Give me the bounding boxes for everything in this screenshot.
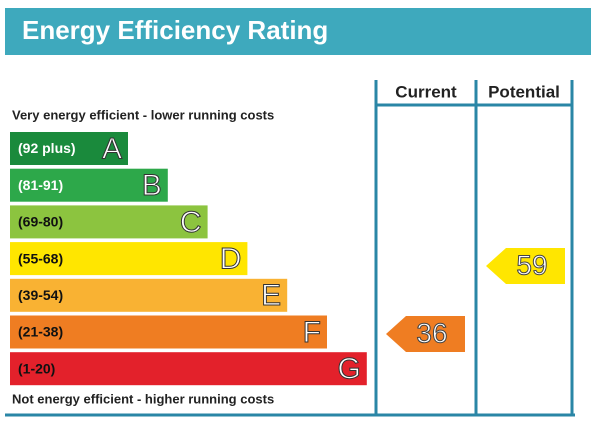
potential-rating: 59 xyxy=(516,249,547,280)
bands: (92 plus) A (81-91) B (69-80) C (55-68) D (39-54… xyxy=(10,132,367,386)
column-header: Current xyxy=(395,82,457,101)
band-range: (21-38) xyxy=(18,324,63,340)
band-range: (55-68) xyxy=(18,250,63,266)
title: Energy Efficiency Rating xyxy=(22,15,328,45)
potential-arrow xyxy=(486,248,565,284)
current-arrow xyxy=(386,316,465,352)
table-frame xyxy=(5,80,575,417)
band xyxy=(10,242,248,276)
band xyxy=(10,168,168,202)
band xyxy=(10,278,288,312)
current-rating: 36 xyxy=(416,317,447,348)
band-letter: C xyxy=(180,206,202,239)
band-letter: G xyxy=(337,353,360,386)
band-range: (69-80) xyxy=(18,214,63,230)
bottom-note: Not energy efficient - higher running co… xyxy=(12,391,274,406)
band xyxy=(10,315,327,349)
top-note: Very energy efficient - lower running co… xyxy=(12,107,274,122)
column-header: Potential xyxy=(488,82,560,101)
band xyxy=(10,132,128,165)
band-letter: E xyxy=(261,279,281,312)
header-bar xyxy=(5,8,591,55)
band xyxy=(10,205,208,239)
band-letter: F xyxy=(303,316,321,349)
band xyxy=(10,352,367,386)
band-range: (81-91) xyxy=(18,177,63,193)
band-letter: B xyxy=(142,169,162,202)
band-range: (92 plus) xyxy=(18,140,76,156)
band-range: (39-54) xyxy=(18,287,63,303)
band-letter: A xyxy=(102,132,122,165)
band-letter: D xyxy=(220,243,242,276)
band-range: (1-20) xyxy=(18,360,55,376)
